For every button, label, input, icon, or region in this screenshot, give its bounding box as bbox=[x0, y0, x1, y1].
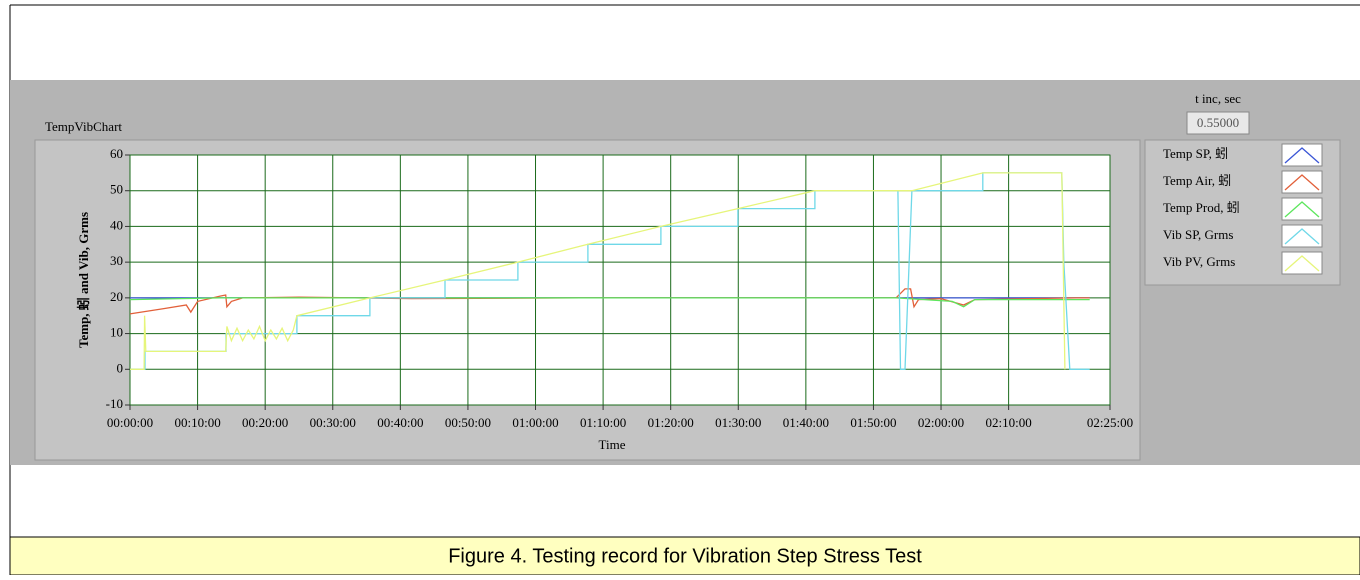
x-tick-label: 01:00:00 bbox=[512, 415, 558, 430]
x-tick-label: 01:40:00 bbox=[783, 415, 829, 430]
legend-swatch bbox=[1284, 201, 1320, 218]
x-tick-label: 00:30:00 bbox=[310, 415, 356, 430]
y-tick-label: 50 bbox=[110, 182, 123, 197]
x-tick-label: 00:40:00 bbox=[377, 415, 423, 430]
x-tick-label: 01:30:00 bbox=[715, 415, 761, 430]
chart-title: TempVibChart bbox=[45, 119, 122, 134]
series-line bbox=[130, 172, 1090, 370]
x-tick-label: 02:25:00 bbox=[1087, 415, 1133, 430]
legend-label: Temp Prod, 蚓 bbox=[1163, 200, 1240, 215]
plot-area bbox=[129, 154, 1111, 406]
x-tick-label: 00:10:00 bbox=[174, 415, 220, 430]
x-tick-label: 00:20:00 bbox=[242, 415, 288, 430]
legend-label: Temp SP, 蚓 bbox=[1163, 146, 1228, 161]
x-tick-label: 01:50:00 bbox=[850, 415, 896, 430]
y-tick-label: 0 bbox=[117, 360, 124, 375]
legend-swatch-box bbox=[1281, 170, 1323, 194]
legend-label: Temp Air, 蚓 bbox=[1163, 173, 1231, 188]
x-tick-label: 01:20:00 bbox=[648, 415, 694, 430]
x-tick-label: 01:10:00 bbox=[580, 415, 626, 430]
legend-swatch-box bbox=[1281, 143, 1323, 167]
legend-swatch-box bbox=[1281, 197, 1323, 221]
y-axis-label: Temp, 蚓 and Vib, Grms bbox=[76, 212, 91, 348]
y-tick-label: 10 bbox=[110, 325, 123, 340]
series-line bbox=[129, 297, 1090, 308]
x-tick-label: 00:00:00 bbox=[107, 415, 153, 430]
control-value[interactable]: 0.55000 bbox=[1197, 115, 1239, 130]
caption: Figure 4. Testing record for Vibration S… bbox=[448, 545, 922, 567]
x-axis-label: Time bbox=[599, 437, 626, 452]
legend-swatch bbox=[1284, 255, 1320, 272]
x-tick-label: 02:00:00 bbox=[918, 415, 964, 430]
legend-label: Vib PV, Grms bbox=[1163, 254, 1235, 269]
series-line bbox=[130, 172, 1066, 370]
y-tick-label: -10 bbox=[106, 396, 123, 411]
y-tick-label: 30 bbox=[110, 253, 123, 268]
x-tick-label: 02:10:00 bbox=[986, 415, 1032, 430]
legend-swatch bbox=[1284, 228, 1320, 245]
legend-swatch bbox=[1284, 147, 1320, 164]
y-tick-label: 40 bbox=[110, 217, 123, 232]
legend-swatch-box bbox=[1281, 224, 1323, 248]
y-tick-label: 20 bbox=[110, 289, 123, 304]
legend-label: Vib SP, Grms bbox=[1163, 227, 1233, 242]
control-label: t inc, sec bbox=[1195, 91, 1241, 106]
y-tick-label: 60 bbox=[110, 146, 123, 161]
x-tick-label: 00:50:00 bbox=[445, 415, 491, 430]
control-box[interactable] bbox=[1186, 111, 1250, 135]
legend-swatch-box bbox=[1281, 251, 1323, 275]
legend-swatch bbox=[1284, 174, 1320, 191]
